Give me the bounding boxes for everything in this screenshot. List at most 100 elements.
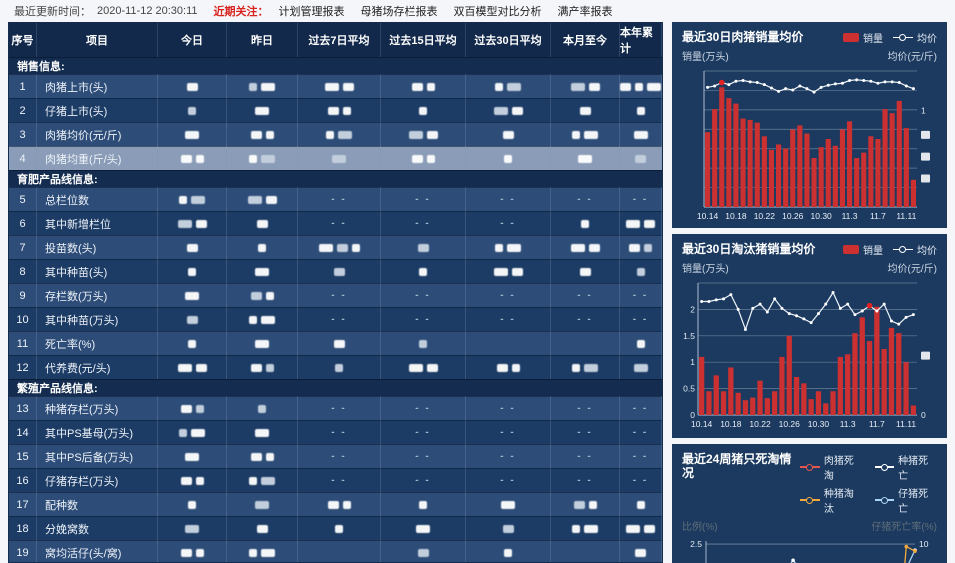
cell-value <box>158 187 227 211</box>
row-index: 10 <box>9 307 37 331</box>
table-row[interactable]: 13 种猪存栏(万头) - - - - - - - - - - <box>9 396 662 420</box>
legend-label: 种猪淘汰 <box>823 489 854 515</box>
legend-item-2[interactable]: 种猪死亡 <box>874 452 937 482</box>
table-row[interactable]: 19 窝均活仔(头/窝) <box>9 540 662 562</box>
redacted-value <box>255 339 269 348</box>
redacted-dash: - - <box>415 290 431 301</box>
cell-value <box>381 259 466 283</box>
redacted-value <box>188 106 196 115</box>
table-row[interactable]: 5 总栏位数 - - - - - - - - - - <box>9 187 662 211</box>
redacted-value <box>644 243 652 252</box>
legend-item-3[interactable]: 种猪淘汰 <box>800 485 862 515</box>
redacted-dash: - - <box>577 451 593 462</box>
svg-text:0: 0 <box>690 410 695 420</box>
legend-item-1[interactable]: 肉猪死淘 <box>800 452 862 482</box>
table-row[interactable]: 15 其中PS后备(万头) - - - - - - - - - - <box>9 444 662 468</box>
table-row[interactable]: 3 肉猪均价(元/斤) <box>9 122 662 146</box>
topbar-link-2[interactable]: 母猪场存栏报表 <box>360 6 438 18</box>
legend-item-1[interactable]: 销量 <box>843 30 883 45</box>
row-index: 8 <box>9 259 37 283</box>
legend-line-swatch <box>874 463 895 472</box>
svg-text:11.3: 11.3 <box>842 211 858 221</box>
legend-dot-icon <box>880 496 888 504</box>
cell-value <box>551 540 620 562</box>
chart-canvas-3[interactable]: 2.510281.56 <box>682 535 937 563</box>
cell-value <box>620 122 662 146</box>
redacted-value <box>584 130 598 139</box>
chart-legend: 销量 均价 <box>843 30 937 45</box>
cell-value <box>298 98 381 122</box>
legend-label: 销量 <box>863 34 883 45</box>
legend-item-4[interactable]: 仔猪死亡 <box>874 485 937 515</box>
table-row[interactable]: 11 死亡率(%) <box>9 331 662 355</box>
cell-value: - - <box>298 396 381 420</box>
column-header: 项目 <box>37 23 158 57</box>
svg-text:11.3: 11.3 <box>840 419 856 429</box>
redacted-value <box>250 452 262 461</box>
table-row[interactable]: 12 代养费(元/头) <box>9 355 662 379</box>
chart-canvas-1[interactable]: 10.14 10.18 10.22 10.26 10.30 11.3 11.7 11.11 1 <box>682 65 937 223</box>
cell-value: - - <box>381 211 466 235</box>
legend-line-swatch <box>893 33 913 42</box>
redacted-value <box>351 243 360 252</box>
redacted-value <box>419 106 427 115</box>
redacted-value <box>419 267 427 276</box>
section-header: 销售信息: <box>9 57 662 74</box>
cell-value: - - <box>551 283 620 307</box>
redacted-value <box>327 106 339 115</box>
cell-value <box>298 259 381 283</box>
redacted-value <box>636 106 645 115</box>
redacted-value <box>180 548 192 557</box>
table-row[interactable]: 4 肉猪均重(斤/头) <box>9 146 662 170</box>
redacted-value <box>644 219 655 228</box>
chart-legend: 销量 均价 <box>843 242 937 257</box>
svg-text:11.11: 11.11 <box>896 211 916 221</box>
legend-item-1[interactable]: 销量 <box>843 242 883 257</box>
redacted-value <box>332 154 346 163</box>
redacted-value <box>570 82 585 91</box>
table-row[interactable]: 9 存栏数(万头) - - - - - - - - - - <box>9 283 662 307</box>
cell-value <box>620 98 662 122</box>
cell-value <box>466 146 551 170</box>
redacted-value <box>579 106 591 115</box>
legend-label: 种猪死亡 <box>898 456 929 482</box>
redacted-value <box>195 548 204 557</box>
cell-value <box>158 259 227 283</box>
legend-dot-icon <box>880 463 888 471</box>
table-row[interactable]: 8 其中种苗(头) <box>9 259 662 283</box>
table-row[interactable]: 10 其中种苗(万头) - - - - - - - - - - <box>9 307 662 331</box>
table-row[interactable]: 2 仔猪上市(头) <box>9 98 662 122</box>
redacted-dash: - - <box>500 403 516 414</box>
cell-value <box>158 307 227 331</box>
table-row[interactable]: 6 其中新增栏位 - - - - - - <box>9 211 662 235</box>
cell-value <box>381 540 466 562</box>
redacted-value <box>179 428 187 437</box>
topbar-link-3[interactable]: 双百模型对比分析 <box>453 6 542 18</box>
chart-canvas-2[interactable]: 10.14 10.18 10.22 10.26 10.30 11.3 11.7 11.11 2 1… <box>682 277 937 431</box>
redacted-value <box>327 500 339 509</box>
table-row[interactable]: 1 肉猪上市(头) <box>9 74 662 98</box>
redacted-dash: - - <box>577 290 593 301</box>
svg-text:11.7: 11.7 <box>870 211 886 221</box>
topbar-link-4[interactable]: 满产率报表 <box>557 6 613 18</box>
cell-value <box>227 420 298 444</box>
legend-item-2[interactable]: 均价 <box>893 30 937 45</box>
redacted-value <box>342 500 351 509</box>
legend-item-2[interactable]: 均价 <box>893 242 937 257</box>
row-item-label: 窝均活仔(头/窝) <box>37 540 158 562</box>
table-row[interactable]: 14 其中PS基母(万头) - - - - - - - - - - <box>9 420 662 444</box>
table-row[interactable]: 7 投苗数(头) <box>9 235 662 259</box>
topbar-link-1[interactable]: 计划管理报表 <box>278 6 345 18</box>
report-table: 序号 项目 今日 昨日 过去7日平均 过去15日平均 过去30日平均 本月至今 本年累计 销售信息… <box>8 22 663 563</box>
row-index: 19 <box>9 540 37 562</box>
table-row[interactable]: 16 仔猪存栏(万头) - - - - - - - - - - <box>9 468 662 492</box>
cell-value <box>620 211 662 235</box>
cell-value: - - <box>298 283 381 307</box>
table-row[interactable]: 18 分娩窝数 <box>9 516 662 540</box>
cell-value <box>620 259 662 283</box>
legend-label: 均价 <box>917 34 937 45</box>
column-header: 本月至今 <box>551 23 620 57</box>
table-row[interactable]: 17 配种数 <box>9 492 662 516</box>
column-header: 今日 <box>158 23 227 57</box>
cell-value <box>466 74 551 98</box>
